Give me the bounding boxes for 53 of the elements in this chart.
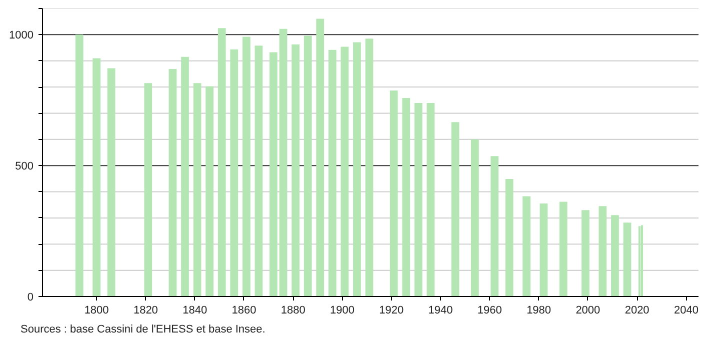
bar [92, 58, 100, 296]
bar [611, 215, 619, 296]
x-tick-label: 1800 [84, 304, 109, 316]
bar [230, 49, 238, 296]
bar [559, 202, 568, 296]
x-tick-label: 1820 [133, 304, 158, 316]
bar [340, 46, 349, 296]
bar [402, 98, 410, 296]
bar [426, 103, 435, 296]
x-tick-label: 1900 [330, 304, 354, 316]
bar [490, 156, 499, 296]
bar [582, 210, 590, 296]
bar [279, 28, 288, 296]
bar [390, 90, 398, 296]
bar [107, 68, 116, 296]
bar [623, 222, 632, 296]
bar [365, 38, 374, 296]
x-tick-label: 2020 [624, 304, 650, 316]
bar [193, 83, 202, 296]
bar [414, 103, 422, 296]
x-tick-label: 1880 [280, 304, 306, 316]
bar [522, 196, 530, 296]
bar [254, 46, 263, 296]
bar [168, 68, 177, 296]
bar [598, 206, 607, 296]
y-tick-label: 500 [15, 160, 34, 173]
x-tick-label: 1960 [477, 304, 502, 316]
bar [292, 44, 300, 296]
bar [328, 50, 336, 296]
bar [218, 28, 226, 296]
x-tick-label: 1860 [232, 304, 256, 316]
bar [75, 34, 84, 296]
source-note: Sources : base Cassini de l'EHESS et base Insee. [20, 324, 266, 336]
bar [470, 139, 479, 296]
x-tick-label: 1940 [428, 304, 453, 316]
bar [242, 36, 250, 296]
x-tick-label: 1980 [526, 304, 552, 316]
bar [270, 52, 278, 296]
bar [144, 83, 152, 296]
bar [353, 42, 361, 296]
y-tick-label: 1000 [9, 30, 34, 42]
bar [505, 178, 514, 296]
bar [304, 36, 312, 296]
bar [540, 204, 548, 296]
bar [206, 86, 214, 296]
x-tick-label: 2000 [576, 304, 600, 316]
x-tick-label: 2040 [674, 304, 698, 316]
x-tick-label: 1840 [182, 304, 208, 316]
y-tick-label: 0 [27, 292, 34, 304]
x-tick-label: 1920 [379, 304, 404, 316]
bar [181, 56, 189, 296]
bar [451, 122, 460, 296]
bar [316, 18, 324, 296]
